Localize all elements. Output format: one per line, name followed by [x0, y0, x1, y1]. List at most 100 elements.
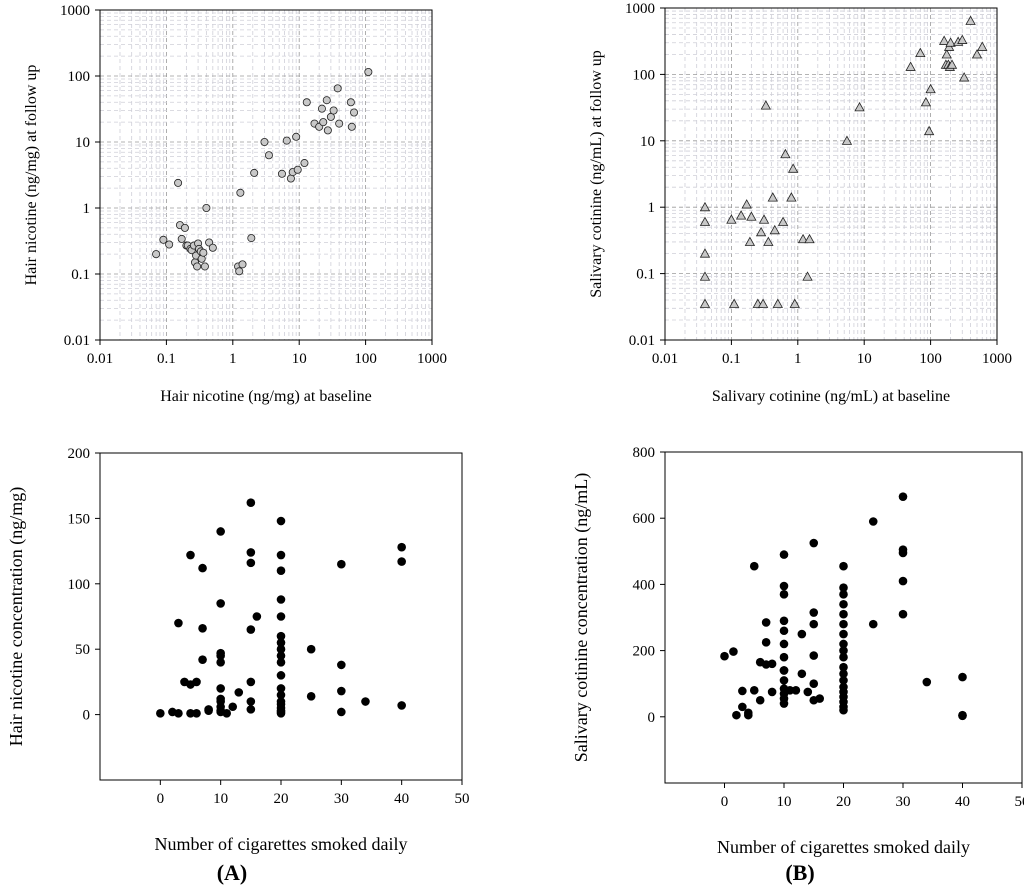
y-tick-label: 600	[633, 511, 656, 527]
data-point	[300, 159, 309, 168]
data-point	[337, 660, 346, 670]
data-point	[789, 298, 800, 308]
data-point	[868, 517, 878, 526]
saliva-vs-cigs-chart: 0 10 20 30 40 50 0 200 400 600 800 Number of cigare…	[571, 445, 1024, 857]
data-point	[216, 657, 225, 667]
data-point	[174, 178, 183, 187]
data-point	[802, 271, 813, 281]
x-tick-label: 10	[777, 794, 792, 810]
plot-frame	[664, 7, 998, 341]
grid-lines	[665, 8, 997, 340]
data-point	[186, 708, 195, 718]
y-tick-label: 1	[648, 200, 656, 216]
x-tick-label: 0.01	[652, 351, 678, 367]
data-point	[898, 609, 908, 619]
data-point	[839, 662, 848, 672]
data-point	[202, 203, 211, 212]
data-point	[186, 550, 195, 560]
data-points	[699, 15, 988, 308]
data-point	[958, 711, 967, 721]
data-point	[779, 550, 789, 559]
data-point	[177, 234, 186, 243]
data-point	[165, 240, 174, 249]
data-point	[277, 169, 286, 178]
data-point	[699, 201, 711, 212]
data-point	[246, 548, 256, 557]
data-point	[744, 236, 756, 246]
data-point	[809, 651, 819, 660]
data-point	[760, 100, 772, 110]
data-point	[767, 659, 777, 669]
data-point	[779, 666, 789, 675]
x-tick-label: 40	[955, 794, 970, 810]
saliva-loglog-chart: 0.01 0.1 1 10 100 1000 0.01 0.1 1 10 100 1000 Saliva…	[588, 1, 1012, 405]
data-point	[250, 168, 259, 177]
data-point	[804, 233, 815, 244]
data-point	[199, 248, 208, 257]
data-point	[247, 234, 256, 243]
x-tick-label: 20	[836, 794, 851, 810]
data-point	[779, 699, 789, 708]
data-point	[809, 538, 819, 548]
data-point	[839, 583, 848, 593]
data-point	[276, 657, 286, 667]
x-tick-label: 0	[157, 791, 165, 807]
data-point	[234, 688, 244, 697]
data-point	[738, 686, 747, 696]
data-point	[767, 687, 777, 697]
data-point	[791, 686, 801, 695]
data-point	[276, 690, 286, 700]
x-tick-label: 40	[394, 791, 409, 807]
data-point	[898, 576, 908, 586]
y-tick-label: 400	[633, 577, 656, 593]
y-tick-label: 100	[633, 67, 656, 83]
data-point	[958, 672, 967, 682]
data-point	[809, 679, 819, 688]
data-point	[815, 694, 824, 703]
y-tick-label: 50	[75, 642, 90, 658]
x-tick-label: 0	[721, 794, 729, 810]
data-points	[156, 498, 406, 718]
y-axis-label: Hair nicotine concentration (ng/mg)	[6, 487, 27, 746]
data-point	[333, 84, 342, 93]
data-point	[779, 590, 789, 599]
data-points	[720, 492, 967, 721]
data-point	[922, 677, 932, 687]
data-point	[208, 243, 217, 252]
data-point	[159, 235, 168, 244]
data-point	[174, 708, 183, 718]
y-axis-label: Hair nicotine (ng/mg) at follow up	[23, 65, 40, 286]
x-tick-label: 10	[213, 791, 228, 807]
grid-lines	[100, 10, 432, 340]
data-point	[222, 708, 231, 718]
data-point	[235, 267, 244, 276]
data-point	[216, 684, 225, 693]
data-point	[785, 686, 795, 695]
data-point	[757, 298, 769, 308]
data-point	[216, 599, 225, 608]
data-point	[797, 629, 807, 639]
data-point	[397, 701, 406, 710]
data-point	[252, 612, 262, 621]
x-tick-label: 50	[455, 791, 470, 807]
x-tick-label: 1000	[417, 351, 447, 367]
data-point	[282, 136, 291, 145]
data-point	[779, 626, 789, 636]
data-point	[276, 644, 286, 654]
x-tick-label: 0.1	[157, 351, 176, 367]
data-point	[780, 148, 791, 159]
data-point	[729, 647, 738, 656]
x-tick-label: 10	[857, 351, 872, 367]
data-point	[923, 125, 935, 136]
data-point	[306, 691, 316, 701]
data-point	[699, 271, 711, 281]
data-point	[769, 224, 780, 235]
data-point	[767, 192, 778, 202]
data-point	[276, 631, 286, 641]
data-point	[302, 98, 311, 107]
y-tick-label: 10	[640, 134, 655, 150]
data-point	[699, 298, 711, 308]
data-point	[276, 550, 286, 560]
data-point	[293, 165, 302, 174]
data-point	[364, 67, 373, 76]
